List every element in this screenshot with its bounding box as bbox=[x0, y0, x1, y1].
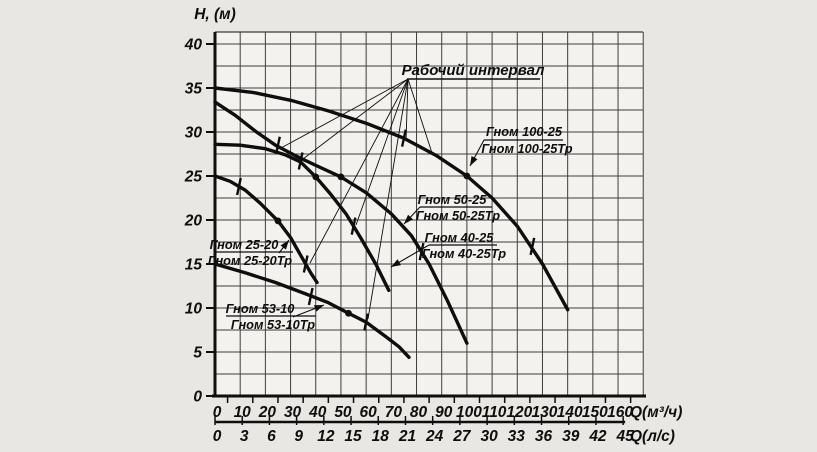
range-tick bbox=[400, 129, 407, 147]
series-label-arrowhead bbox=[280, 240, 289, 250]
range-tick bbox=[235, 177, 242, 196]
x-tick-label-ls: 3 bbox=[240, 428, 249, 445]
x-tick-label-m3h: 0 bbox=[213, 404, 222, 421]
working-interval-leader-line bbox=[405, 78, 409, 142]
x-axis-title-ls: Q(л/с) bbox=[630, 428, 675, 445]
series-label-bottom: Гном 100-25Тр bbox=[481, 141, 572, 156]
working-interval-leader-line bbox=[355, 78, 409, 226]
x-tick-label-ls: 36 bbox=[535, 428, 553, 445]
nominal-point-dot bbox=[274, 217, 282, 225]
x-tick-label-ls: 30 bbox=[480, 428, 498, 445]
x-tick-label-ls: 0 bbox=[213, 428, 222, 445]
pump-curve bbox=[213, 86, 570, 312]
x-tick-label-m3h: 140 bbox=[557, 404, 583, 421]
series-label-top: Гном 25-20 bbox=[210, 237, 279, 252]
nominal-point-dot bbox=[345, 309, 352, 317]
range-tick bbox=[363, 313, 370, 331]
x-tick-label-m3h: 110 bbox=[482, 404, 507, 421]
y-tick-label: 0 bbox=[193, 389, 202, 406]
series-label-bottom: Гном 50-25Тр bbox=[416, 208, 500, 223]
x-tick-label-m3h: 10 bbox=[234, 404, 252, 421]
x-tick-label-ls: 9 bbox=[294, 428, 303, 445]
range-tick bbox=[529, 237, 536, 256]
series-label-bottom: Гном 25-20Тр bbox=[208, 253, 292, 268]
series-label-arrowhead bbox=[404, 214, 413, 224]
x-tick-label-m3h: 160 bbox=[607, 404, 633, 421]
working-interval-leader-line bbox=[367, 78, 409, 320]
annotation-layer bbox=[280, 78, 540, 320]
series-label-arrowhead bbox=[470, 156, 478, 166]
range-tick bbox=[307, 287, 314, 306]
x-axis-title-m3h: Q(м³/ч) bbox=[630, 404, 682, 421]
y-tick-label: 40 bbox=[184, 37, 203, 54]
x-tick-label-m3h: 90 bbox=[435, 404, 453, 421]
series-label-arrowhead bbox=[313, 305, 324, 312]
series-label-bottom: Гном 53-10Тр bbox=[231, 317, 315, 332]
x-tick-label-m3h: 100 bbox=[456, 404, 482, 421]
plot-area bbox=[215, 32, 643, 396]
x-tick-label-ls: 45 bbox=[616, 428, 635, 445]
x-tick-label-ls: 18 bbox=[372, 428, 390, 445]
x-tick-label-ls: 6 bbox=[267, 428, 276, 445]
x-tick-label-ls: 39 bbox=[562, 428, 580, 445]
x-tick-label-m3h: 120 bbox=[506, 404, 532, 421]
x-tick-label-m3h: 130 bbox=[532, 404, 558, 421]
y-tick-label: 10 bbox=[185, 301, 203, 318]
x-tick-label-ls: 21 bbox=[398, 428, 416, 445]
working-interval-leader-line bbox=[280, 78, 409, 149]
x-tick-label-ls: 33 bbox=[508, 428, 526, 445]
y-tick-label: 15 bbox=[185, 257, 203, 274]
range-tick bbox=[350, 217, 357, 235]
x-tick-label-m3h: 70 bbox=[385, 404, 403, 421]
x-tick-label-m3h: 80 bbox=[410, 404, 428, 421]
nominal-point-dot bbox=[337, 173, 345, 181]
y-axis-title: Н, (м) bbox=[194, 6, 236, 23]
x-tick-label-ls: 15 bbox=[344, 428, 362, 445]
series-label-top: Гном 40-25 bbox=[425, 230, 495, 245]
y-tick-label: 35 bbox=[185, 81, 203, 98]
plot-background-layer bbox=[215, 32, 643, 396]
nominal-point-dot bbox=[463, 172, 471, 180]
range-tick bbox=[418, 242, 425, 261]
series-label-arrowhead bbox=[391, 259, 401, 267]
pump-curve bbox=[213, 262, 411, 359]
x-tick-label-m3h: 150 bbox=[582, 404, 608, 421]
x-tick-label-m3h: 20 bbox=[258, 404, 277, 421]
series-label-top: Гном 50-25 bbox=[418, 192, 488, 207]
series-label-top: Гном 53-10 bbox=[226, 301, 295, 316]
x-tick-label-m3h: 40 bbox=[308, 404, 327, 421]
y-tick-label: 5 bbox=[193, 345, 202, 362]
series-label-top: Гном 100-25 bbox=[486, 124, 563, 139]
grid-layer bbox=[215, 31, 644, 396]
nominal-point-dot bbox=[312, 173, 320, 181]
x-tick-label-ls: 24 bbox=[425, 428, 444, 445]
y-tick-label: 30 bbox=[185, 125, 203, 142]
series-label-bottom: Гном 40-25Тр bbox=[422, 246, 506, 261]
x-tick-label-ls: 12 bbox=[317, 428, 335, 445]
marks-layer bbox=[235, 129, 536, 331]
range-tick bbox=[275, 136, 281, 154]
x-tick-label-ls: 42 bbox=[588, 428, 607, 445]
y-tick-label: 20 bbox=[184, 213, 203, 230]
x-tick-label-m3h: 30 bbox=[284, 404, 302, 421]
y-tick-label: 25 bbox=[184, 169, 203, 186]
x-tick-label-ls: 27 bbox=[452, 428, 472, 445]
x-tick-label-m3h: 60 bbox=[360, 404, 378, 421]
working-interval-leader-line bbox=[407, 78, 433, 154]
working-interval-leader-line bbox=[302, 78, 409, 160]
range-tick bbox=[302, 255, 309, 273]
working-interval-leader-line bbox=[309, 78, 409, 264]
working-interval-label: Рабочий интервал bbox=[402, 62, 546, 79]
range-tick bbox=[297, 152, 304, 170]
x-tick-label-m3h: 50 bbox=[334, 404, 352, 421]
